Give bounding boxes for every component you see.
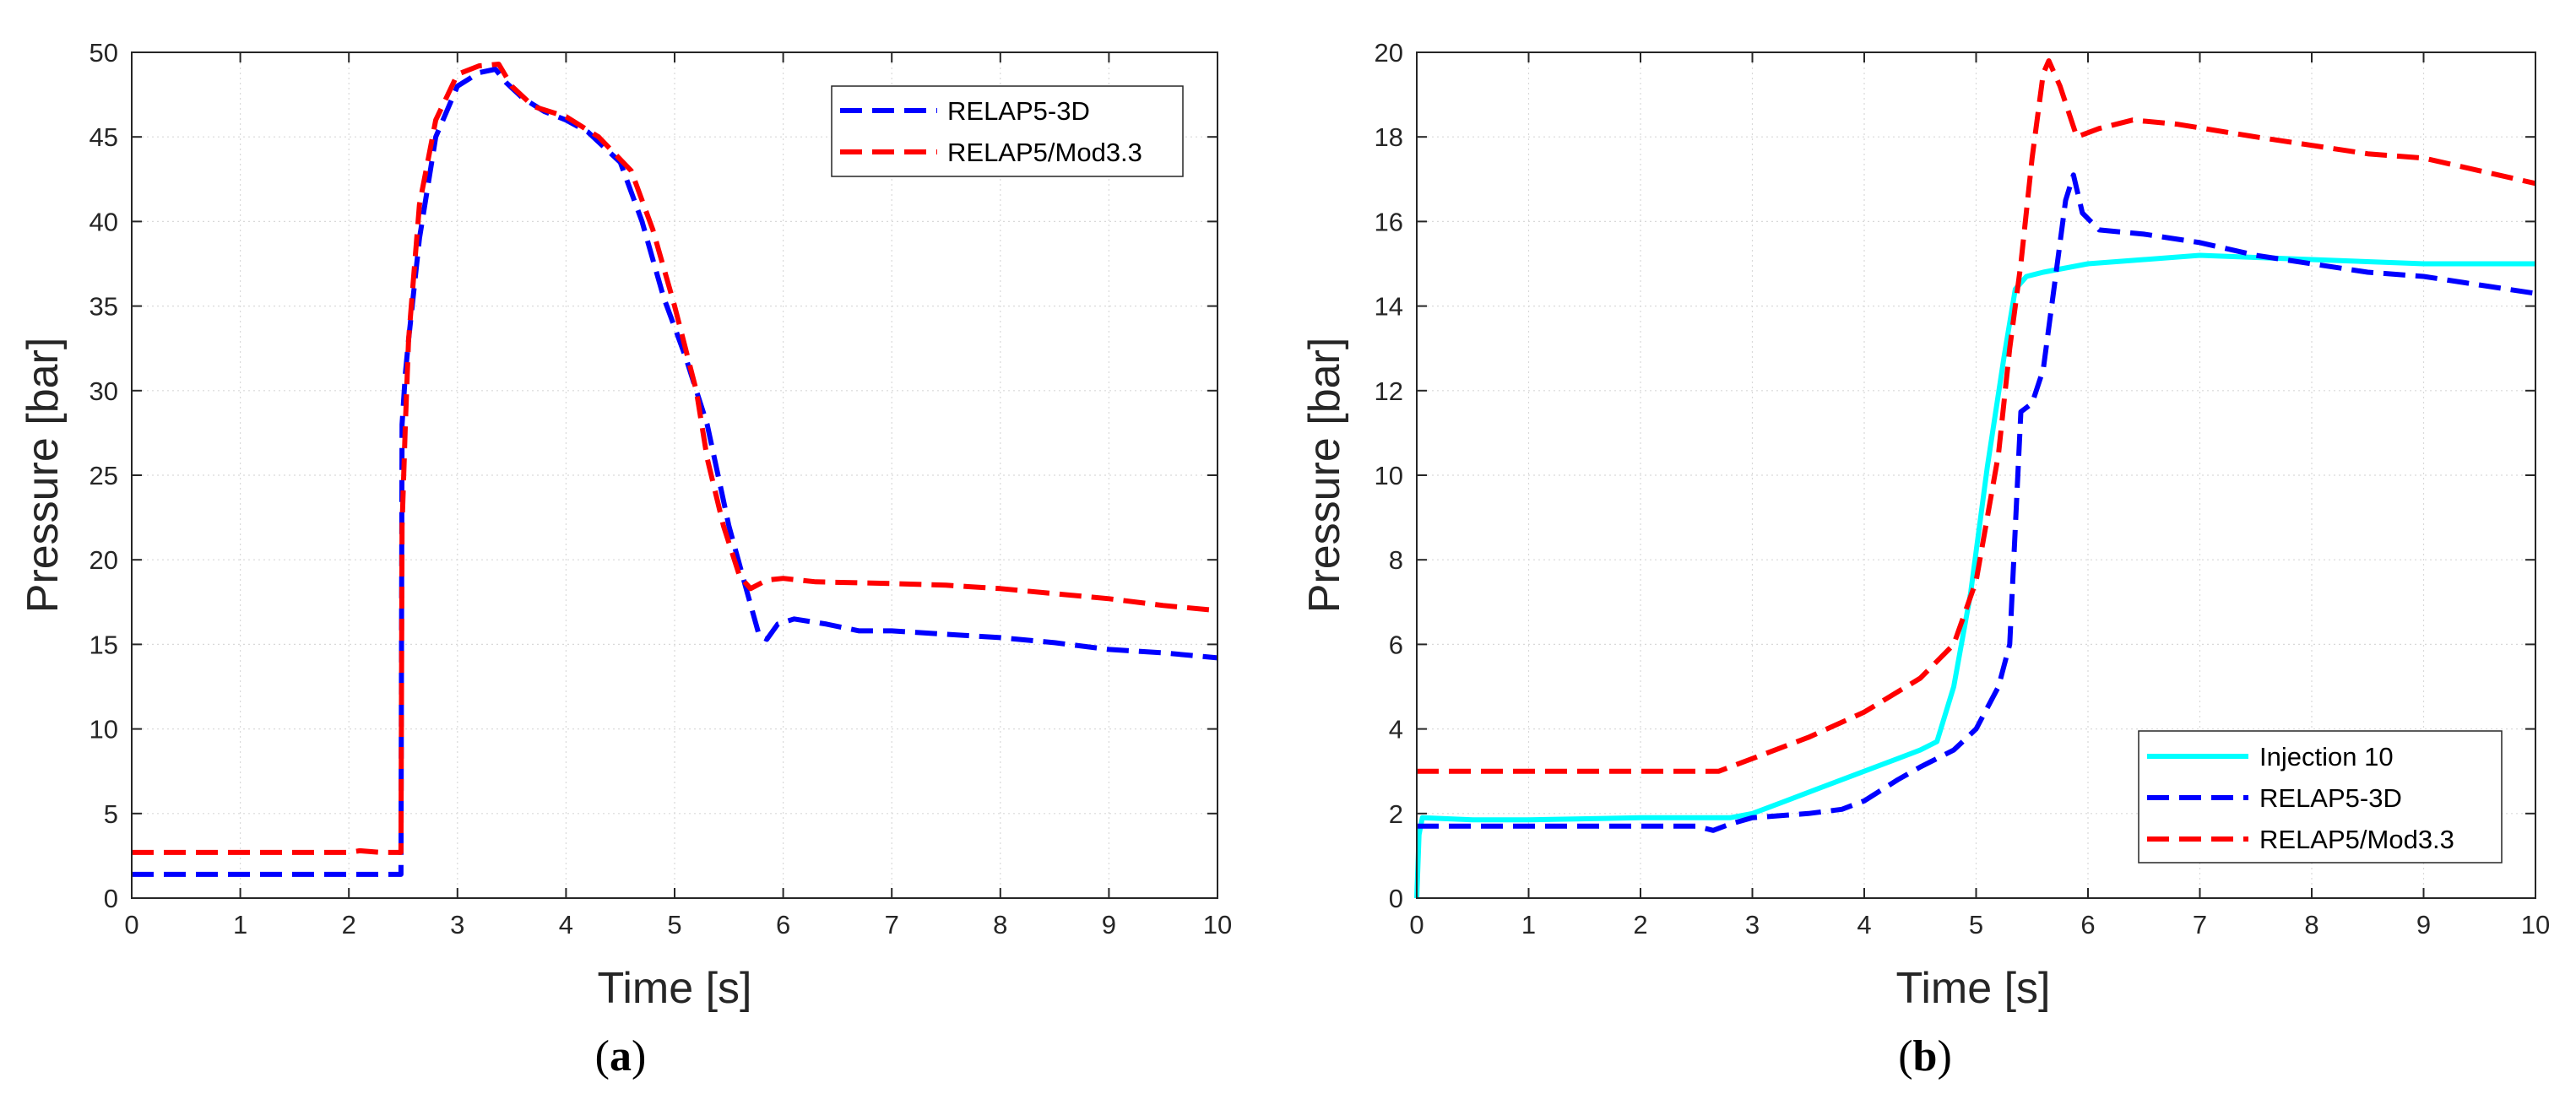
y-tick-label: 4 (1389, 715, 1403, 744)
x-tick-label: 10 (2521, 910, 2550, 939)
y-tick-label: 6 (1389, 630, 1403, 659)
legend-box (831, 85, 1184, 177)
x-tick-label: 3 (450, 910, 464, 939)
x-tick-label: 6 (2080, 910, 2095, 939)
series-layer (132, 62, 1218, 877)
y-tick-label: 35 (89, 292, 118, 322)
y-tick-label: 20 (89, 545, 118, 575)
y-axis-label: Pressure [bar] (19, 338, 68, 614)
series-layer (1414, 58, 2536, 899)
legend-label-injection-10: Injection 10 (2259, 742, 2394, 771)
y-tick-label: 15 (89, 630, 118, 659)
x-tick-label: 10 (1203, 910, 1232, 939)
y-tick-label: 25 (89, 461, 118, 490)
y-tick-label: 10 (1375, 461, 1403, 490)
panel-label-b: (b) (1898, 1032, 1952, 1080)
x-tick-label: 7 (885, 910, 899, 939)
panel-label-b-letter: b (1913, 1032, 1938, 1080)
legend: Injection 10 RELAP5-3D RELAP5/Mod3.3 (2138, 730, 2503, 864)
legend-label-relap5-mod3-3: RELAP5/Mod3.3 (2259, 825, 2454, 854)
series-line-relap5-3d (1417, 172, 2536, 833)
y-tick-label: 45 (89, 122, 118, 152)
x-tick-label: 2 (1633, 910, 1647, 939)
x-tick-label: 1 (233, 910, 247, 939)
panel-label-a-open: ( (595, 1032, 610, 1080)
y-tick-label: 0 (104, 884, 118, 913)
y-tick-label: 16 (1375, 207, 1403, 236)
legend-label-relap5-3d: RELAP5-3D (947, 96, 1090, 126)
panel-label-a-close: ) (632, 1032, 646, 1080)
y-tick-label: 12 (1375, 376, 1403, 406)
y-tick-label: 30 (89, 376, 118, 406)
x-tick-label: 3 (1745, 910, 1760, 939)
x-axis-label: Time [s] (598, 964, 752, 1013)
series-line-relap5-mod3-3 (132, 62, 1218, 855)
x-axis-label: Time [s] (1896, 964, 2051, 1013)
x-tick-label: 7 (2193, 910, 2207, 939)
y-tick-label: 14 (1375, 292, 1403, 322)
x-tick-label: 1 (1521, 910, 1536, 939)
x-tick-label: 8 (993, 910, 1007, 939)
y-tick-label: 40 (89, 207, 118, 236)
x-tick-label: 5 (667, 910, 681, 939)
x-tick-label: 4 (1857, 910, 1871, 939)
y-tick-label: 0 (1389, 884, 1403, 913)
series-line-injection-10 (1414, 252, 2535, 899)
series-line-relap5-3d (132, 67, 1218, 877)
y-tick-label: 8 (1389, 545, 1403, 575)
x-tick-label: 4 (559, 910, 573, 939)
y-axis-label: Pressure [bar] (1300, 338, 1349, 614)
legend-label-relap5-mod3-3: RELAP5/Mod3.3 (947, 138, 1142, 167)
y-tick-label: 50 (89, 38, 118, 68)
x-tick-label: 5 (1969, 910, 1983, 939)
y-tick-label: 20 (1375, 38, 1403, 68)
panel-label-a-letter: a (610, 1032, 632, 1080)
legend: RELAP5-3D RELAP5/Mod3.3 (831, 85, 1184, 177)
x-tick-label: 0 (124, 910, 138, 939)
panel-label-b-close: ) (1937, 1032, 1951, 1080)
x-tick-label: 9 (2416, 910, 2431, 939)
x-tick-label: 2 (342, 910, 356, 939)
panel-label-b-open: ( (1898, 1032, 1912, 1080)
series-line-relap5-mod3-3 (1417, 58, 2536, 774)
x-tick-label: 0 (1409, 910, 1424, 939)
x-tick-label: 8 (2304, 910, 2318, 939)
x-tick-label: 9 (1102, 910, 1116, 939)
x-tick-label: 6 (776, 910, 790, 939)
y-tick-label: 18 (1375, 122, 1403, 152)
y-tick-label: 10 (89, 715, 118, 744)
panel-label-a: (a) (595, 1032, 647, 1080)
y-tick-label: 2 (1389, 799, 1403, 829)
y-tick-label: 5 (104, 799, 118, 829)
legend-label-relap5-3d: RELAP5-3D (2259, 783, 2402, 813)
